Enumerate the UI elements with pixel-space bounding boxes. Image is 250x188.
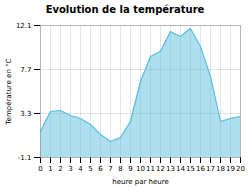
svg-text:-1.1: -1.1	[18, 154, 32, 162]
svg-text:3: 3	[68, 165, 72, 173]
svg-text:6: 6	[98, 165, 103, 173]
svg-text:3.3: 3.3	[20, 110, 31, 118]
svg-text:17: 17	[206, 165, 215, 173]
svg-text:16: 16	[196, 165, 205, 173]
svg-text:19: 19	[226, 165, 235, 173]
svg-text:18: 18	[216, 165, 225, 173]
svg-text:0: 0	[38, 165, 42, 173]
svg-text:8: 8	[118, 165, 122, 173]
svg-text:15: 15	[186, 165, 195, 173]
svg-text:2: 2	[58, 165, 62, 173]
svg-text:heure par heure: heure par heure	[112, 178, 168, 186]
svg-text:5: 5	[88, 165, 92, 173]
svg-text:11: 11	[146, 165, 155, 173]
html-text:Evolution de la température: Evolution de la température	[45, 4, 205, 15]
svg-text:7: 7	[108, 165, 112, 173]
svg-text:4: 4	[78, 165, 83, 173]
svg-text:10: 10	[136, 165, 145, 173]
svg-text:20: 20	[236, 165, 245, 173]
svg-text:12.1: 12.1	[16, 22, 32, 30]
svg-text:1: 1	[48, 165, 52, 173]
svg-text:7.7: 7.7	[20, 66, 31, 74]
svg-text:13: 13	[166, 165, 175, 173]
svg-text:14: 14	[176, 165, 185, 173]
svg-text:12: 12	[156, 165, 165, 173]
svg-text:9: 9	[128, 165, 132, 173]
svg-text:Température en °C: Température en °C	[5, 58, 13, 125]
